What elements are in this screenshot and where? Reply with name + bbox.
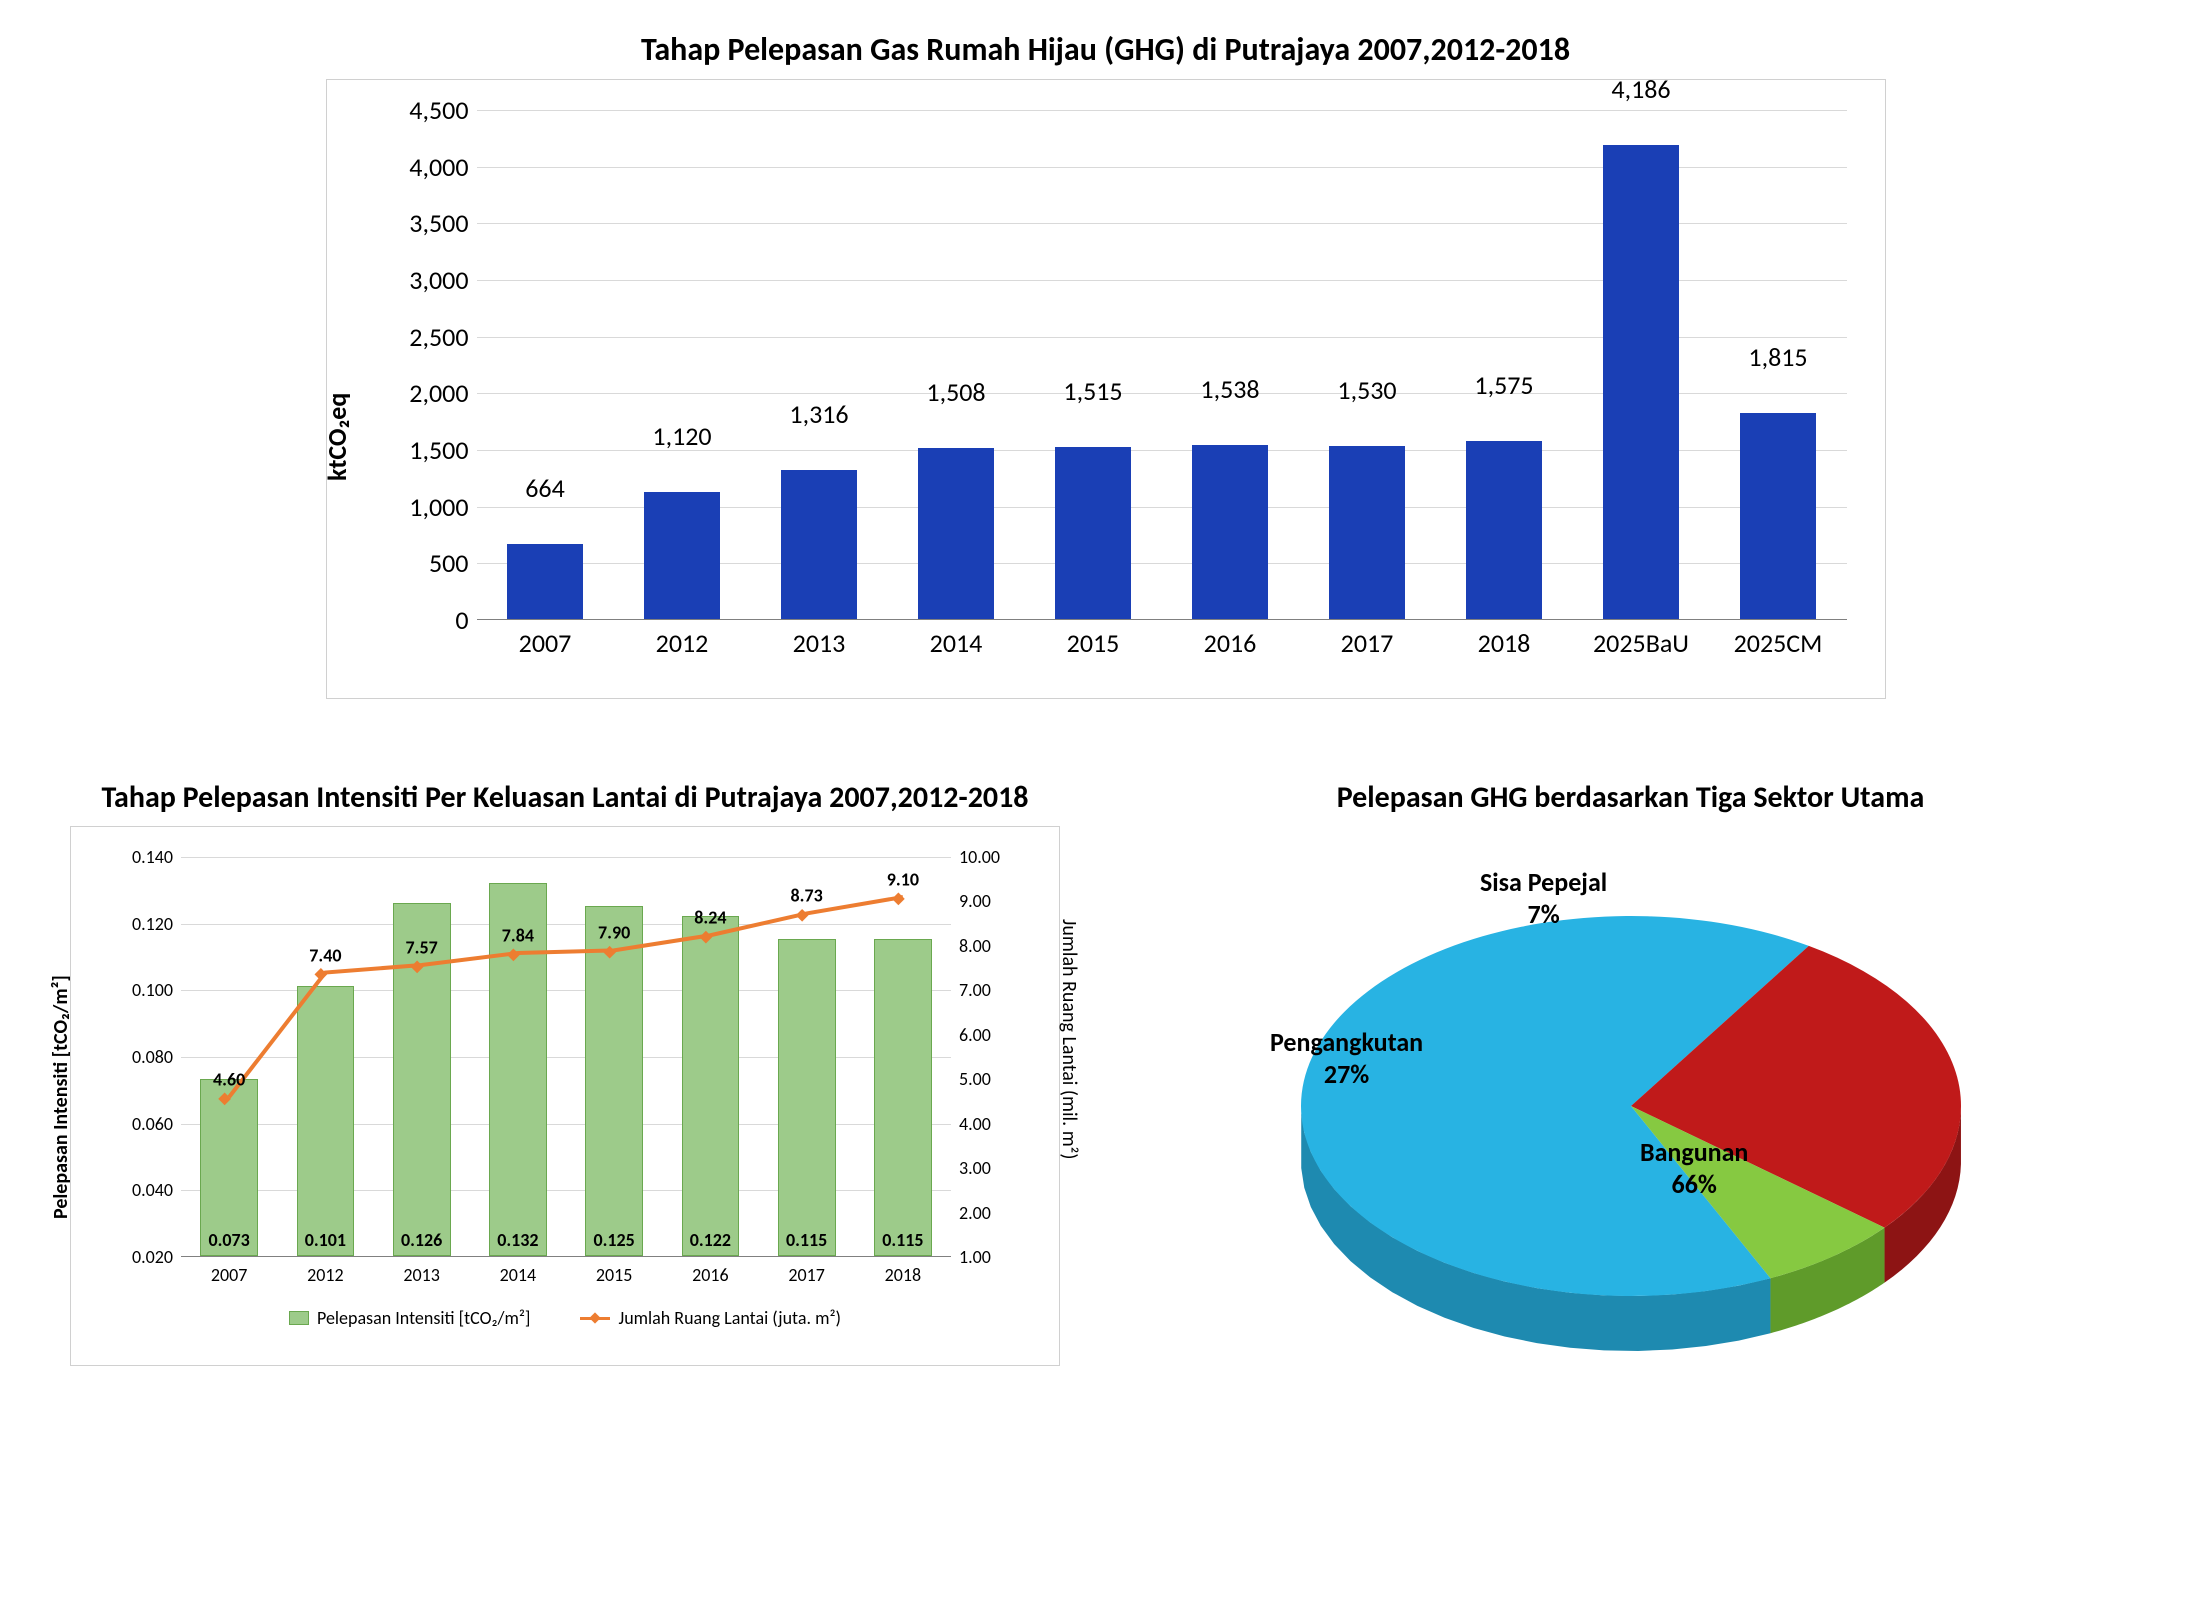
intensity-x-tick: 2017: [788, 1256, 825, 1286]
ghg-bar-value: 1,815: [1748, 341, 1807, 377]
intensity-x-tick: 2015: [596, 1256, 633, 1286]
intensity-y2-tick: 4.00: [951, 1113, 991, 1135]
intensity-y1-tick: 0.140: [132, 846, 181, 868]
sector-chart-title: Pelepasan GHG berdasarkan Tiga Sektor Ut…: [1120, 779, 2141, 816]
intensity-y2-tick: 5.00: [951, 1068, 991, 1090]
ghg-y-tick: 3,500: [409, 207, 476, 239]
intensity-y1-tick: 0.060: [132, 1113, 181, 1135]
ghg-y-axis-label: ktCO₂eq: [321, 281, 353, 481]
ghg-x-tick: 2015: [1067, 619, 1120, 659]
intensity-line-value: 7.84: [502, 924, 534, 946]
intensity-chart-title: Tahap Pelepasan Intensiti Per Keluasan L…: [70, 779, 1060, 816]
intensity-line-value: 7.57: [406, 936, 438, 958]
ghg-x-tick: 2007: [519, 619, 572, 659]
intensity-x-tick: 2018: [885, 1256, 922, 1286]
intensity-y2-tick: 6.00: [951, 1024, 991, 1046]
sector-pie-area: Bangunan66% Pengangkutan27% Sisa Pepejal7%: [1120, 826, 2141, 1356]
ghg-x-tick: 2012: [656, 619, 709, 659]
ghg-y-tick: 4,000: [409, 151, 476, 183]
intensity-y1-tick: 0.040: [132, 1179, 181, 1201]
ghg-chart-title: Tahap Pelepasan Gas Rumah Hijau (GHG) di…: [326, 30, 1886, 69]
intensity-legend: Pelepasan Intensiti [tCO₂/m²] Jumlah Ruan…: [71, 1297, 1059, 1339]
ghg-y-tick: 2,500: [409, 321, 476, 353]
ghg-bar: [644, 492, 719, 619]
ghg-y-tick: 2,000: [409, 377, 476, 409]
legend-item: Jumlah Ruang Lantai (juta. m²): [580, 1307, 841, 1329]
legend-label: Jumlah Ruang Lantai (juta. m²): [618, 1307, 841, 1329]
ghg-bar-value: 4,186: [1611, 73, 1670, 109]
ghg-bar-value: 1,508: [926, 376, 985, 412]
intensity-x-tick: 2014: [500, 1256, 537, 1286]
intensity-x-tick: 2012: [307, 1256, 344, 1286]
ghg-y-tick: 1,500: [409, 434, 476, 466]
ghg-bar: [1740, 413, 1815, 619]
intensity-y2-tick: 9.00: [951, 890, 991, 912]
pie-label-pengangkutan: Pengangkutan27%: [1270, 1026, 1423, 1090]
legend-swatch: [580, 1317, 610, 1320]
ghg-bar-chart: Tahap Pelepasan Gas Rumah Hijau (GHG) di…: [326, 30, 1886, 699]
pie-label-sisa-pepejal: Sisa Pepejal7%: [1480, 866, 1607, 930]
ghg-bar: [781, 470, 856, 619]
intensity-y1-tick: 0.120: [132, 913, 181, 935]
ghg-bar-value: 1,316: [789, 398, 848, 434]
ghg-x-tick: 2018: [1478, 619, 1531, 659]
intensity-y2-tick: 1.00: [951, 1246, 991, 1268]
intensity-plot-area: Pelepasan Intensiti [tCO₂/m²] Jumlah Ruan…: [70, 826, 1060, 1366]
intensity-combo-chart: Tahap Pelepasan Intensiti Per Keluasan L…: [70, 779, 1060, 1366]
ghg-bar-value: 1,530: [1337, 374, 1396, 410]
intensity-y2-tick: 2.00: [951, 1202, 991, 1224]
ghg-bar-value: 664: [525, 472, 565, 508]
intensity-line-value: 9.10: [887, 868, 919, 890]
ghg-bar: [1603, 145, 1678, 619]
ghg-y-tick: 0: [455, 604, 476, 636]
ghg-bar-value: 1,120: [652, 420, 711, 456]
intensity-x-tick: 2013: [403, 1256, 440, 1286]
sector-pie-chart: Pelepasan GHG berdasarkan Tiga Sektor Ut…: [1120, 779, 2141, 1366]
ghg-x-tick: 2016: [1204, 619, 1257, 659]
ghg-bar: [1055, 447, 1130, 619]
ghg-bar: [1466, 441, 1541, 620]
legend-swatch: [289, 1311, 309, 1325]
legend-item: Pelepasan Intensiti [tCO₂/m²]: [289, 1307, 530, 1329]
ghg-y-tick: 4,500: [409, 94, 476, 126]
ghg-x-tick: 2025CM: [1734, 619, 1823, 659]
ghg-bar: [1329, 446, 1404, 619]
intensity-x-tick: 2007: [211, 1256, 248, 1286]
intensity-line-value: 4.60: [213, 1068, 245, 1090]
pie-label-bangunan: Bangunan66%: [1640, 1136, 1748, 1200]
intensity-y2-tick: 8.00: [951, 935, 991, 957]
ghg-bar: [1192, 445, 1267, 619]
legend-label: Pelepasan Intensiti [tCO₂/m²]: [317, 1307, 530, 1329]
intensity-line-value: 7.40: [309, 944, 341, 966]
intensity-line-value: 8.24: [694, 907, 726, 929]
intensity-y2-tick: 7.00: [951, 979, 991, 1001]
ghg-y-tick: 1,000: [409, 491, 476, 523]
ghg-bar: [507, 544, 582, 619]
intensity-y2-axis-label: Jumlah Ruang Lantai (mil. m²): [1057, 919, 1081, 1219]
ghg-bar-value: 1,515: [1063, 375, 1122, 411]
intensity-y2-tick: 3.00: [951, 1157, 991, 1179]
intensity-y2-tick: 10.00: [951, 846, 1000, 868]
intensity-y1-tick: 0.080: [132, 1046, 181, 1068]
ghg-bar-value: 1,575: [1474, 369, 1533, 405]
intensity-x-tick: 2016: [692, 1256, 729, 1286]
intensity-line-value: 7.90: [598, 922, 630, 944]
intensity-y1-tick: 0.100: [132, 979, 181, 1001]
ghg-x-tick: 2013: [793, 619, 846, 659]
ghg-y-tick: 500: [429, 547, 477, 579]
ghg-plot-area: ktCO₂eq05001,0001,5002,0002,5003,0003,50…: [326, 79, 1886, 699]
intensity-y1-tick: 0.020: [132, 1246, 181, 1268]
ghg-bar-value: 1,538: [1200, 373, 1259, 409]
intensity-line-value: 8.73: [791, 885, 823, 907]
ghg-x-tick: 2017: [1341, 619, 1394, 659]
ghg-x-tick: 2014: [930, 619, 983, 659]
ghg-bar: [918, 448, 993, 619]
ghg-x-tick: 2025BaU: [1593, 619, 1689, 659]
intensity-y1-axis-label: Pelepasan Intensiti [tCO₂/m²]: [49, 919, 73, 1219]
ghg-y-tick: 3,000: [409, 264, 476, 296]
